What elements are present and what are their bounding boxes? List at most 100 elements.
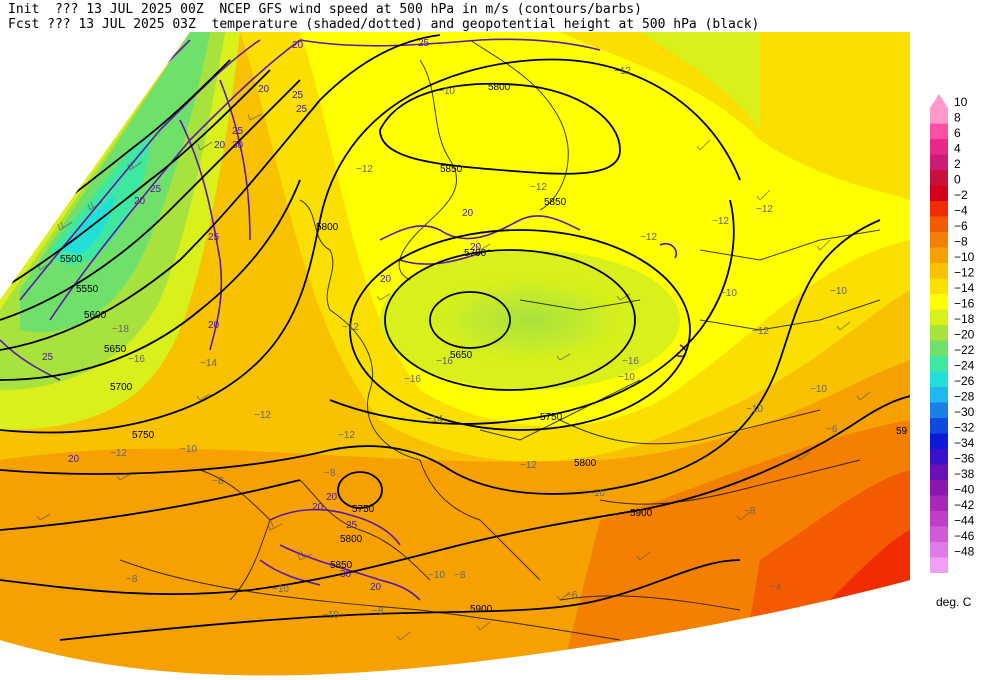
legend-label: −38 [954,467,975,481]
legend-swatch [930,511,948,527]
legend-swatch [930,170,948,186]
legend-swatch [930,309,948,325]
height-label: 5800 [340,534,363,545]
legend-swatch [930,294,948,310]
height-label: 5700 [464,248,487,259]
wind-label: 25 [296,104,308,115]
legend-label: −8 [954,235,968,249]
legend-swatch [930,480,948,496]
wind-label: 20 [214,140,226,151]
temp-label: −14 [426,414,443,425]
legend-label: −18 [954,312,975,326]
coastlines-borders [119,39,881,641]
legend-label: −40 [954,483,975,497]
height-label: 5800 [488,82,511,93]
temp-label: −16 [404,374,421,385]
legend-label: 4 [954,142,961,156]
wind-label: 20 [258,84,270,95]
legend-swatch [930,154,948,170]
temp-label: −10 [322,610,339,621]
legend-label: −2 [954,188,968,202]
height-label: 5650 [104,344,127,355]
temp-label: −16 [128,354,145,365]
legend-unit-label: deg. C [936,595,972,609]
temp-label: −12 [712,216,729,227]
geopotential-height-labels: 5500 5550 5600 5650 5700 5750 5800 5850 … [60,82,908,615]
wind-label: 20 [208,320,220,331]
wind-label: 20 [68,454,80,465]
legend-label: −14 [954,281,975,295]
legend-label: −26 [954,374,975,388]
wind-label: 20 [326,492,338,503]
height-label: 5600 [84,310,107,321]
legend-swatch [930,139,948,155]
height-label: 5850 [440,164,463,175]
temp-label: −10 [438,86,455,97]
temp-label: −12 [110,448,127,459]
wind-label: 25 [418,38,430,49]
temp-label: −10 [272,584,289,595]
temp-label: −10 [746,404,763,415]
temp-label: −6 [566,590,578,601]
height-label: 5850 [544,197,567,208]
legend-swatch [930,340,948,356]
wind-label: 25 [232,126,244,137]
temp-label: −12 [640,232,657,243]
temp-label: −10 [588,488,605,499]
height-label: 5500 [60,254,83,265]
wind-label: 20 [470,242,482,253]
temp-label: −6 [826,424,838,435]
legend-label: −48 [954,545,975,559]
legend-label: −46 [954,529,975,543]
legend-label: −20 [954,328,975,342]
wind-speed-labels: 20 25 20 25 20 30 25 20 25 20 20 25 20 2… [42,38,482,593]
legend-label: −32 [954,421,975,435]
legend-label: −6 [954,219,968,233]
legend-swatch [930,108,948,124]
temperature-labels: −18 −16 −14 −12 −10 −12 −12 −12 −10 −12 … [110,66,847,621]
temp-label: −18 [112,324,129,335]
temperature-shading [0,32,910,676]
temp-label: −16 [436,356,453,367]
header-forecast-line: Fcst ??? 13 JUL 2025 03Z temperature (sh… [8,17,760,32]
temp-label: −12 [342,322,359,333]
temperature-color-legend: 1086420−2−4−6−8−10−12−14−16−18−20−22−24−… [930,94,975,573]
legend-swatch [930,418,948,434]
temp-label: −10 [830,286,847,297]
legend-label: 8 [954,111,961,125]
temp-label: −12 [356,164,373,175]
temp-label: −8 [212,476,224,487]
height-label: 5900 [470,604,493,615]
temp-label: −10 [618,372,635,383]
legend-swatch [930,542,948,558]
legend-label: −34 [954,436,975,450]
legend-label: −24 [954,359,975,373]
legend-swatch [930,278,948,294]
legend-swatch [930,449,948,465]
legend-label: 6 [954,126,961,140]
height-label: 5700 [110,382,133,393]
wind-label: 30 [232,140,244,151]
height-label: 5550 [76,284,99,295]
legend-swatch [930,526,948,542]
temp-label: −8 [454,570,466,581]
temp-label: −10 [810,384,827,395]
wind-label: 20 [370,582,382,593]
temp-label: −14 [200,358,217,369]
temp-label: −12 [254,410,271,421]
temp-label: −8 [372,606,384,617]
wind-label: 25 [346,520,358,531]
temp-label: −8 [324,468,336,479]
legend-label: 2 [954,157,961,171]
legend-swatch [930,216,948,232]
height-label: 5650 [450,350,473,361]
legend-swatch [930,232,948,248]
wind-label: 25 [150,184,162,195]
legend-label: 10 [954,95,968,109]
height-label: 5750 [540,412,563,423]
temp-label: −12 [752,326,769,337]
legend-swatch [930,185,948,201]
legend-label: −12 [954,266,975,280]
legend-swatch [930,263,948,279]
